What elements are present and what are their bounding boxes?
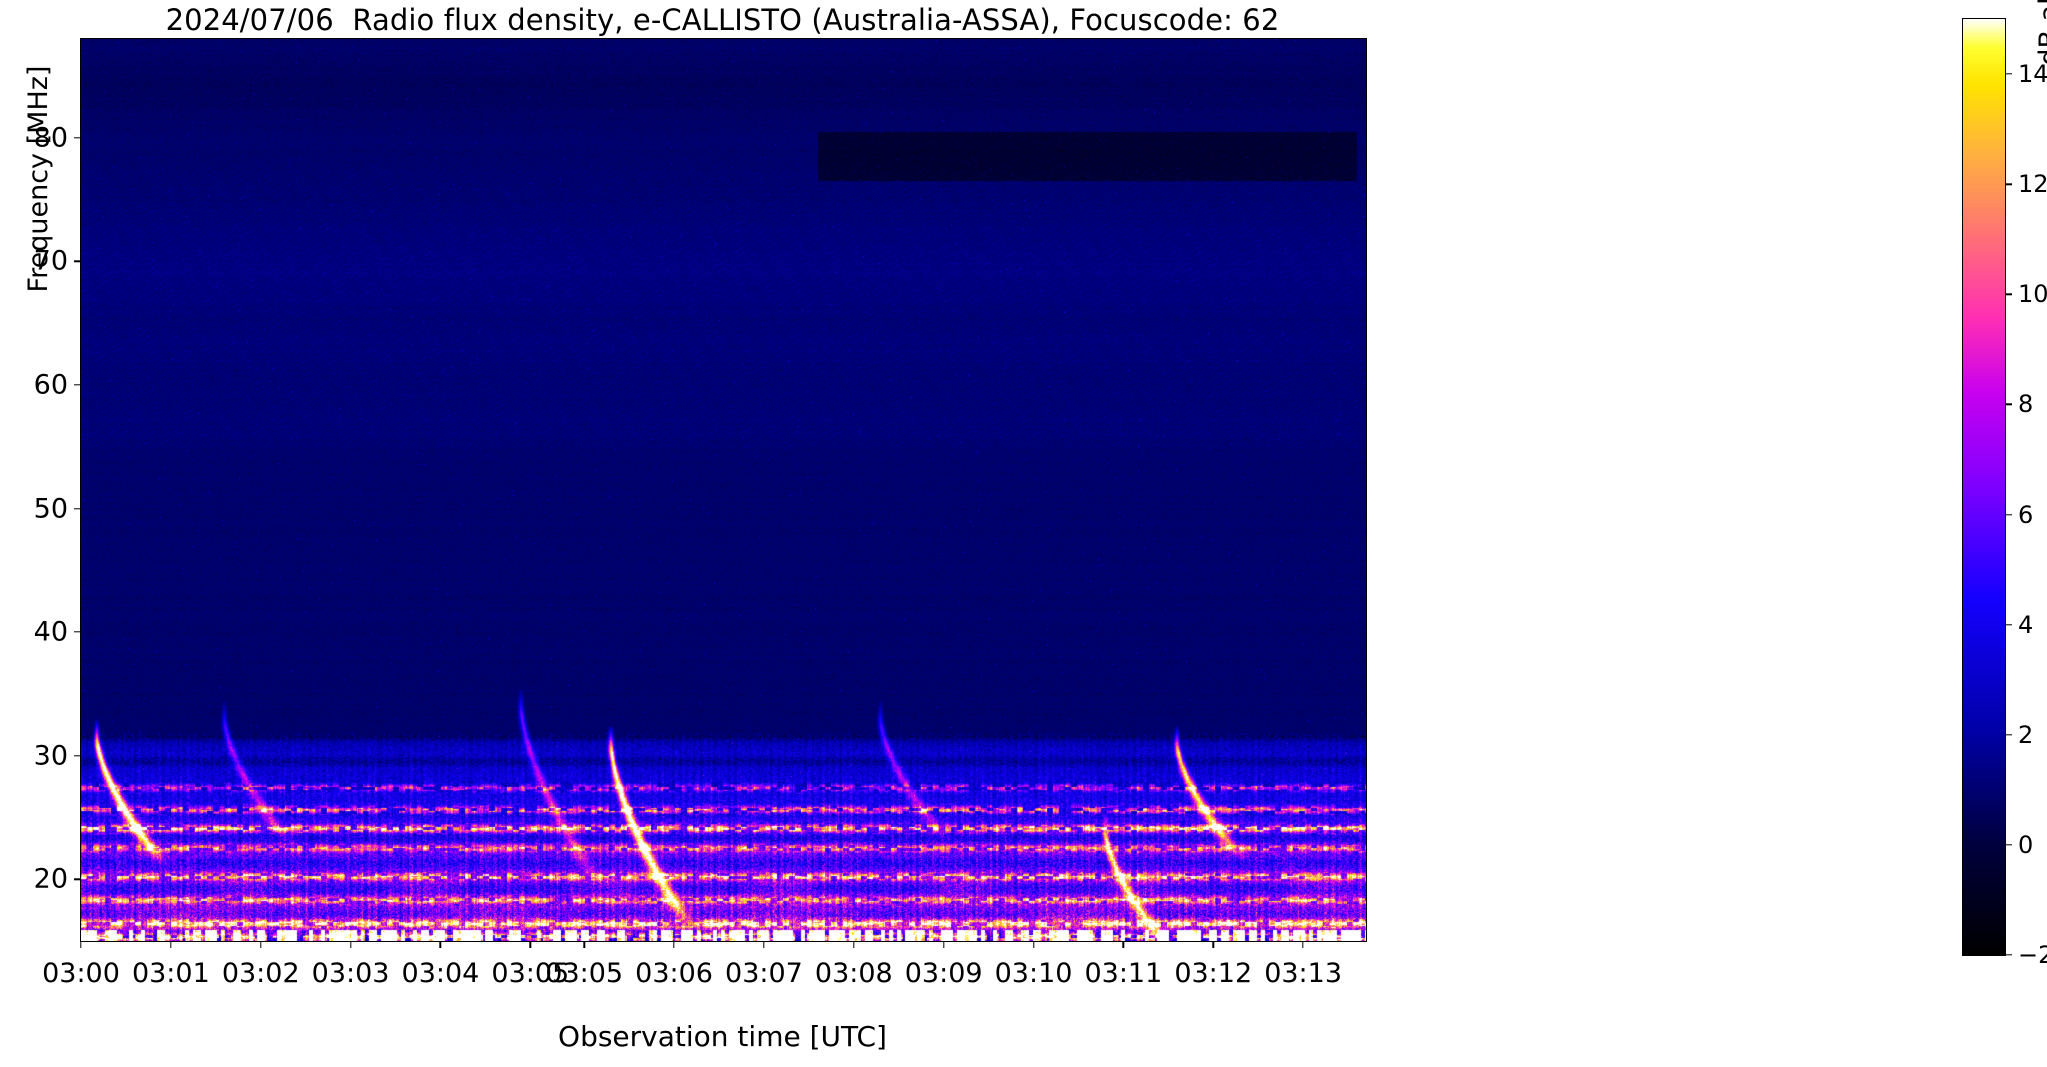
y-axis-title: Frequency [MHz] bbox=[23, 65, 54, 293]
x-tick-label: 03:02 bbox=[221, 958, 300, 989]
x-tick-mark bbox=[1212, 941, 1214, 948]
colorbar-tick-mark bbox=[2005, 73, 2012, 75]
x-tick-mark bbox=[80, 941, 82, 948]
y-tick-mark bbox=[74, 507, 81, 510]
y-tick-label: 60 bbox=[33, 369, 68, 401]
colorbar-tick-label: 2 bbox=[2018, 720, 2034, 749]
x-tick-mark bbox=[349, 941, 352, 948]
x-tick-mark bbox=[170, 941, 172, 948]
colorbar-tick-label: −2 bbox=[2018, 941, 2047, 969]
x-tick-label: 03:12 bbox=[1174, 958, 1253, 989]
colorbar-tick-mark bbox=[2005, 513, 2012, 516]
x-tick-mark bbox=[942, 941, 945, 948]
colorbar-tick-mark bbox=[2005, 623, 2012, 626]
y-tick-label: 80 bbox=[33, 122, 68, 154]
x-tick-label: 03:08 bbox=[814, 958, 893, 989]
x-tick-mark bbox=[853, 941, 855, 948]
x-tick-mark bbox=[1302, 941, 1304, 948]
y-tick-mark bbox=[74, 260, 81, 263]
y-tick-mark bbox=[74, 878, 81, 880]
x-tick-mark bbox=[1122, 941, 1125, 948]
colorbar-gradient bbox=[1963, 19, 2005, 955]
page-title: 2024/07/06 Radio flux density, e-CALLIST… bbox=[165, 3, 1280, 37]
x-tick-label: 03:07 bbox=[725, 958, 803, 989]
colorbar-tick-mark bbox=[2005, 954, 2012, 956]
x-tick-label: 03:09 bbox=[904, 958, 983, 989]
colorbar-tick-mark bbox=[2005, 293, 2012, 295]
x-tick-mark bbox=[439, 941, 442, 948]
colorbar-tick-mark bbox=[2005, 844, 2012, 846]
y-tick-mark bbox=[74, 754, 81, 757]
spectrogram-axes[interactable]: Frequency [MHz] 80 70 60 50 40 30 20 03:00 03:0… bbox=[23, 38, 1367, 989]
y-tick-mark bbox=[74, 384, 81, 386]
x-tick-mark bbox=[673, 941, 675, 948]
colorbar-tick-mark bbox=[2005, 183, 2012, 185]
colorbar-tick-label: 12 bbox=[2018, 170, 2047, 199]
x-tick-mark bbox=[529, 941, 531, 948]
x-tick-label: 03:04 bbox=[401, 958, 480, 989]
colorbar-tick-label: 10 bbox=[2018, 280, 2047, 309]
y-tick-label: 20 bbox=[33, 863, 68, 895]
x-tick-mark bbox=[260, 941, 262, 948]
colorbar-tick-mark bbox=[2005, 734, 2012, 736]
x-tick-label: 03:00 bbox=[42, 958, 120, 989]
colorbar-tick-label: 8 bbox=[2018, 390, 2034, 419]
x-tick-label: 03:13 bbox=[1264, 958, 1342, 989]
x-tick-label: 03:05 bbox=[491, 958, 570, 989]
y-tick-mark bbox=[74, 631, 81, 633]
y-tick-label: 70 bbox=[33, 245, 68, 277]
x-tick-mark bbox=[1032, 941, 1035, 948]
colorbar-title: dB above background bbox=[2034, 0, 2047, 198]
x-tick-mark bbox=[763, 941, 765, 948]
x-tick-label: 03:03 bbox=[311, 958, 390, 989]
colorbar-tick-label: 14 bbox=[2018, 60, 2047, 89]
y-tick-label: 50 bbox=[33, 493, 68, 525]
x-tick-label: 03:06 bbox=[635, 958, 713, 989]
x-tick-label: 03:11 bbox=[1084, 958, 1163, 989]
y-tick-mark bbox=[74, 137, 81, 139]
colorbar-tick-mark bbox=[2005, 403, 2012, 406]
spectrogram-image[interactable] bbox=[81, 39, 1366, 941]
x-tick-label: 03:01 bbox=[131, 958, 210, 989]
x-tick-mark bbox=[583, 941, 585, 948]
colorbar-tick-label: 0 bbox=[2018, 830, 2034, 859]
y-tick-label: 40 bbox=[33, 616, 68, 648]
x-tick-label: 03:05 bbox=[545, 958, 624, 989]
colorbar[interactable]: −2 0 2 4 6 8 10 12 14 bbox=[1962, 18, 2047, 969]
colorbar-tick-label: 6 bbox=[2018, 500, 2034, 529]
x-axis-title: Observation time [UTC] bbox=[558, 1020, 887, 1053]
x-tick-label: 03:10 bbox=[994, 958, 1073, 989]
y-tick-label: 30 bbox=[33, 740, 68, 772]
colorbar-tick-label: 4 bbox=[2018, 610, 2034, 639]
